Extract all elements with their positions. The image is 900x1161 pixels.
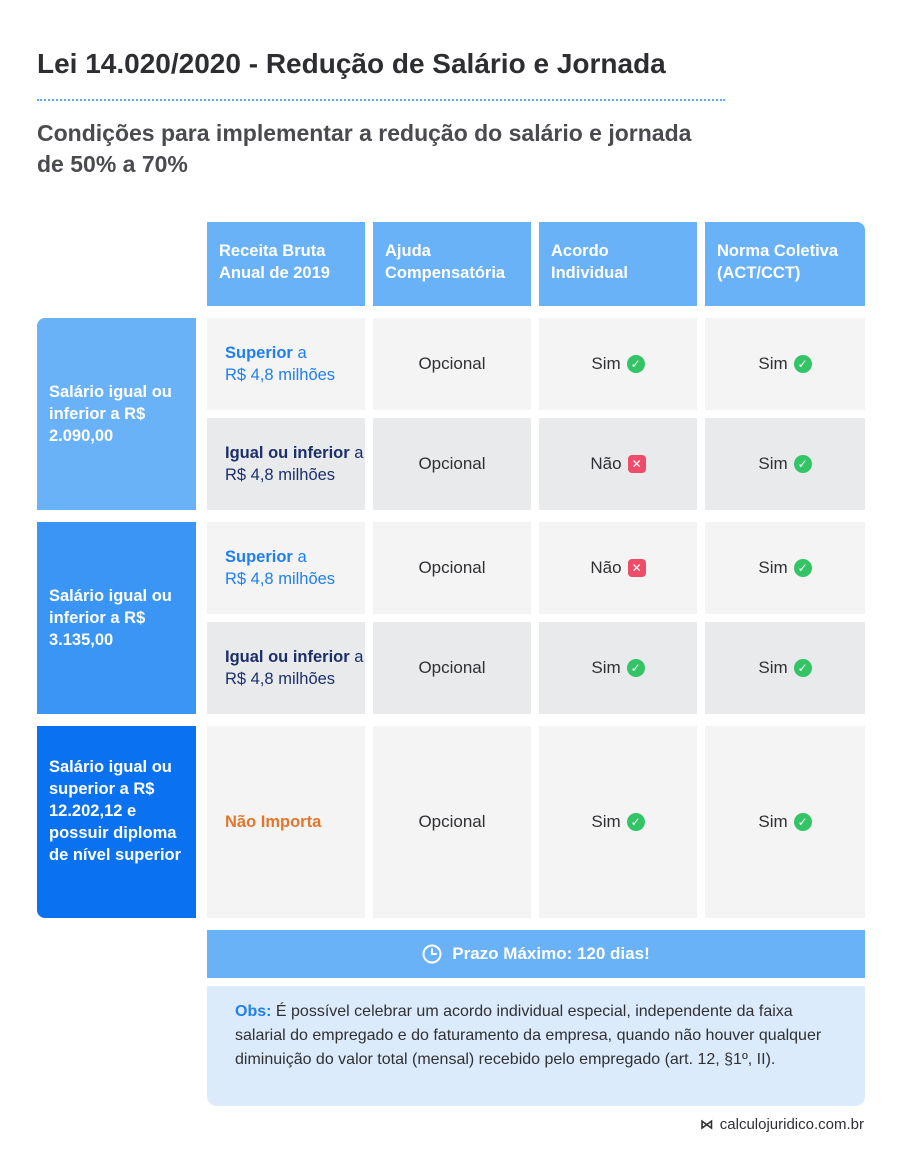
- table-cell-revenue: Igual ou inferior a R$ 4,8 milhões: [207, 418, 365, 510]
- table-cell-acordo: Sim ✓: [539, 318, 697, 410]
- table-cell-acordo: Sim ✓: [539, 622, 697, 714]
- x-square-icon: ✕: [627, 455, 646, 473]
- calculojuridico-logo-icon: ⋈: [699, 1116, 714, 1132]
- check-circle-icon: ✓: [793, 559, 812, 577]
- table-cell-revenue: Superior a R$ 4,8 milhões: [207, 522, 365, 614]
- table-cell-norma: Sim ✓: [705, 622, 865, 714]
- check-circle-icon: ✓: [626, 355, 645, 373]
- group-label-3135: Salário igual ou inferior a R$ 3.135,00: [37, 522, 196, 714]
- header-acordo: Acordo Individual: [539, 222, 697, 306]
- page-subtitle: Condições para implementar a redução do …: [37, 120, 692, 177]
- table-cell-ajuda: Opcional: [373, 418, 531, 510]
- table-cell-revenue: Não Importa: [207, 726, 365, 918]
- table-cell-norma: Sim ✓: [705, 318, 865, 410]
- deadline-text: Prazo Máximo: 120 dias!: [452, 944, 650, 963]
- check-circle-icon: ✓: [793, 659, 812, 677]
- table-cell-ajuda: Opcional: [373, 318, 531, 410]
- footer-site: calculojuridico.com.br: [719, 1116, 864, 1133]
- table-cell-ajuda: Opcional: [373, 622, 531, 714]
- footer: ⋈ calculojuridico.com.br: [700, 1116, 864, 1133]
- table-cell-ajuda: Opcional: [373, 522, 531, 614]
- table-cell-acordo: Sim ✓: [539, 726, 697, 918]
- table-cell-revenue: Superior a R$ 4,8 milhões: [207, 318, 365, 410]
- check-circle-icon: ✓: [626, 659, 645, 677]
- group-label-2090: Salário igual ou inferior a R$ 2.090,00: [37, 318, 196, 510]
- check-circle-icon: ✓: [793, 455, 812, 473]
- page-title: Lei 14.020/2020 - Redução de Salário e J…: [37, 48, 666, 79]
- group-label-12202: Salário igual ou superior a R$ 12.202,12…: [37, 726, 196, 918]
- check-circle-icon: ✓: [626, 813, 645, 831]
- clock-icon: [422, 944, 442, 964]
- header-norma: Norma Coletiva (ACT/CCT): [705, 222, 865, 306]
- header-receita: Receita Bruta Anual de 2019: [207, 222, 365, 306]
- observation-label: Obs:: [235, 1003, 272, 1020]
- table-cell-norma: Sim ✓: [705, 418, 865, 510]
- table-cell-ajuda: Opcional: [373, 726, 531, 918]
- header-ajuda: Ajuda Compensatória: [373, 222, 531, 306]
- table-cell-norma: Sim ✓: [705, 522, 865, 614]
- check-circle-icon: ✓: [793, 355, 812, 373]
- table-cell-acordo: Não ✕: [539, 522, 697, 614]
- observation-text: É possível celebrar um acordo individual…: [235, 1003, 822, 1068]
- x-square-icon: ✕: [627, 559, 646, 577]
- table-cell-revenue: Igual ou inferior a R$ 4,8 milhões: [207, 622, 365, 714]
- title-divider: [37, 99, 725, 101]
- check-circle-icon: ✓: [793, 813, 812, 831]
- observation-box: Obs: É possível celebrar um acordo indiv…: [207, 986, 865, 1106]
- table-cell-norma: Sim ✓: [705, 726, 865, 918]
- table-cell-acordo: Não ✕: [539, 418, 697, 510]
- deadline-banner: Prazo Máximo: 120 dias!: [207, 930, 865, 978]
